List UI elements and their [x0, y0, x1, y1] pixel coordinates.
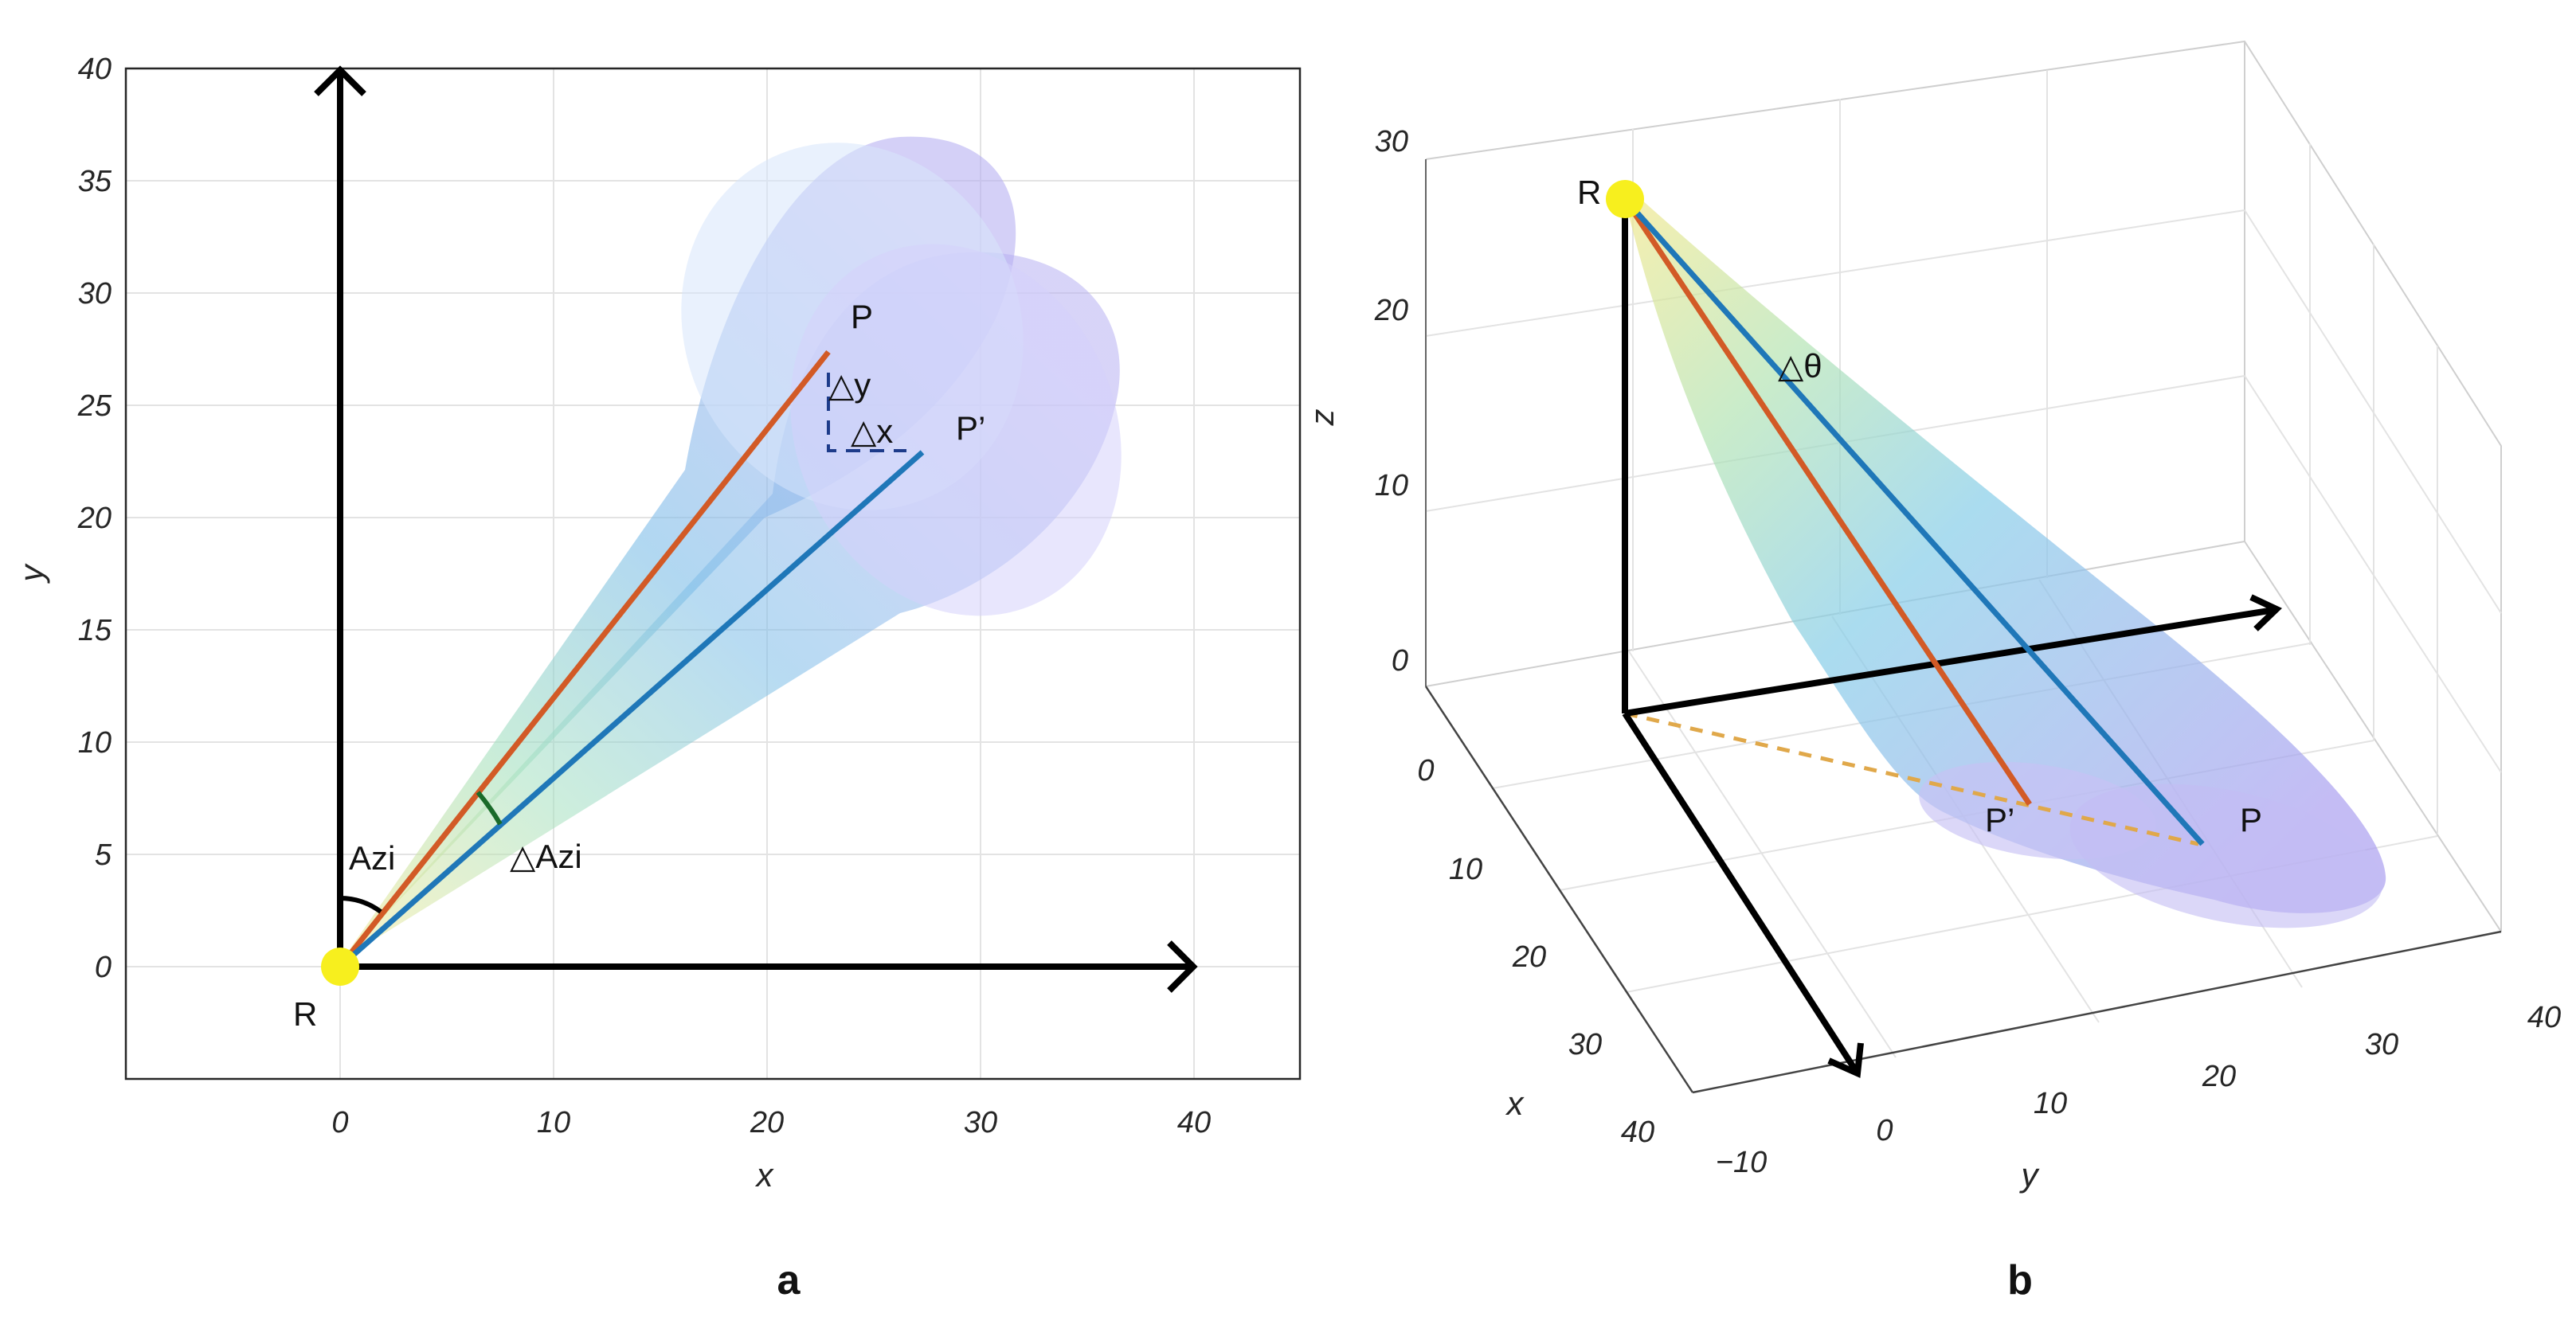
- panel-a-ylabel: y: [13, 563, 50, 584]
- panel-a-label-delta-x: △x: [851, 412, 893, 450]
- panel-a-ray-p-prime: [338, 450, 925, 969]
- panel-b-label-p-prime: P’: [1985, 801, 2014, 838]
- panel-a-ytick: 40: [78, 53, 112, 86]
- panel-b-ztick: 30: [1375, 125, 1408, 158]
- panel-b-z-ticks: 0 10 20 30: [1374, 125, 1408, 678]
- panel-b-xtick: 0: [1417, 754, 1434, 787]
- panel-b-ytick: −10: [1716, 1146, 1767, 1179]
- panel-a-delta-azi-arc: [476, 791, 503, 826]
- panel-a-source-r: [321, 948, 359, 986]
- panel-a-label-p: P: [851, 298, 873, 335]
- panel-a-ellipse-p-prime: [790, 244, 1122, 616]
- panel-a-ytick: 20: [77, 502, 112, 535]
- panel-a-ytick: 15: [78, 614, 112, 647]
- panel-a-xtick: 10: [537, 1106, 570, 1139]
- panel-a: R P P’ Azi △Azi △y △x 0 10 20 30 40 0 5 …: [13, 53, 1302, 1303]
- panel-a-azi-arc: [339, 896, 382, 914]
- panel-a-x-arrow: [340, 940, 1198, 993]
- panel-a-xtick: 30: [964, 1106, 997, 1139]
- panel-a-ytick: 5: [95, 838, 112, 872]
- panel-b-ztick: 10: [1375, 469, 1408, 502]
- panel-a-xlabel: x: [755, 1156, 775, 1194]
- panel-b-caption: b: [2007, 1257, 2033, 1303]
- panel-b-ztick: 0: [1392, 644, 1408, 678]
- panel-b-ytick: 40: [2527, 1001, 2561, 1034]
- panel-b-source-r: [1606, 180, 1644, 218]
- panel-b-ytick: 20: [2202, 1060, 2236, 1093]
- panel-a-ytick: 10: [78, 726, 112, 760]
- panel-b-xtick: 20: [1512, 940, 1546, 974]
- panel-b-ytick: 30: [2365, 1028, 2398, 1061]
- panel-b-footprint-line: [1624, 711, 2199, 846]
- panel-a-ray-p: [338, 350, 831, 969]
- panel-a-y-arrow: [314, 65, 366, 967]
- panel-a-ytick: 30: [78, 277, 112, 311]
- panel-b-label-p: P: [2240, 801, 2262, 838]
- panel-b-ellipse-p: [2069, 784, 2383, 928]
- panel-b-xlabel: x: [1505, 1084, 1525, 1122]
- panel-a-axes-box: [124, 67, 1302, 1081]
- panel-a-label-delta-azi: △Azi: [510, 838, 582, 875]
- panel-a-xtick: 20: [750, 1106, 784, 1139]
- panel-b-zlabel: z: [1303, 409, 1341, 427]
- panel-b-ytick: 0: [1876, 1114, 1893, 1147]
- panel-a-label-r: R: [293, 995, 317, 1033]
- panel-a-ytick: 25: [77, 389, 112, 423]
- panel-a-label-azi: Azi: [349, 839, 395, 877]
- panel-a-y-ticks: 0 5 10 15 20 25 30 35 40: [77, 53, 112, 984]
- panel-a-delta-box: [827, 373, 906, 452]
- panel-a-xtick: 0: [331, 1106, 348, 1139]
- panel-b-ztick: 20: [1374, 294, 1408, 327]
- panel-b-x-arrow: [1622, 711, 1864, 1078]
- panel-a-caption: a: [777, 1257, 801, 1303]
- panel-b-ytick: 10: [2034, 1087, 2067, 1120]
- panel-b-y-arrow: [1624, 594, 2282, 717]
- panel-b-xtick: 30: [1568, 1028, 1602, 1061]
- panel-b-ray-p: [1623, 197, 2205, 846]
- panel-a-ytick: 0: [95, 951, 112, 984]
- panel-b-x-ticks: 0 10 20 30 40: [1417, 754, 1654, 1149]
- panel-b-ylabel: y: [2019, 1156, 2041, 1194]
- panel-a-label-delta-y: △y: [828, 366, 871, 404]
- panel-a-label-p-prime: P’: [956, 409, 985, 447]
- panel-b-cone: [1625, 199, 2386, 913]
- panel-b-label-delta-theta: △θ: [1778, 347, 1822, 385]
- panel-b-xtick: 10: [1449, 853, 1482, 886]
- panel-a-xtick: 40: [1177, 1106, 1211, 1139]
- panel-b: R △θ P’ P 0 10 20 30 z 0 10 20 30 40 x −…: [1303, 40, 2561, 1303]
- panel-b-xtick: 40: [1621, 1116, 1654, 1149]
- panel-b-y-ticks: −10 0 10 20 30 40: [1716, 1001, 2561, 1179]
- panel-b-ray-p-prime: [1623, 197, 2032, 806]
- panel-b-label-r: R: [1577, 174, 1601, 211]
- panel-a-ytick: 35: [78, 165, 112, 198]
- panel-a-x-ticks: 0 10 20 30 40: [331, 1106, 1211, 1139]
